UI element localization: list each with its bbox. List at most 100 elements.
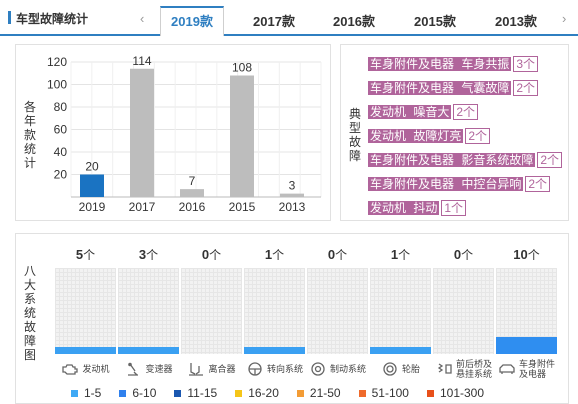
legend-item: 101-300 bbox=[426, 385, 485, 401]
system-count-value: 1 bbox=[264, 247, 273, 262]
page-title: 车型故障统计 bbox=[8, 10, 88, 27]
system-column[interactable]: 10个车身附件 及电器 bbox=[495, 244, 558, 379]
system-name: 车身附件 及电器 bbox=[518, 359, 555, 379]
yearly-bar-chart: 120 100 80 60 40 20 20 2019 114 2017 7 2016 108 2015 3… bbox=[47, 54, 322, 214]
fault-count: 1个 bbox=[441, 200, 467, 216]
system-level-fill bbox=[55, 347, 116, 354]
system-label: 变速器 bbox=[117, 358, 180, 380]
bar-2016[interactable] bbox=[180, 189, 204, 197]
fault-tag: 发动机 bbox=[368, 129, 409, 143]
fault-count: 2个 bbox=[513, 80, 539, 96]
system-count: 10个 bbox=[495, 244, 558, 266]
legend-label: 101-300 bbox=[439, 386, 485, 400]
bar-2019[interactable] bbox=[80, 174, 104, 198]
system-level-fill bbox=[244, 347, 305, 354]
system-column[interactable]: 1个 转向系统 bbox=[243, 244, 306, 376]
system-count-value: 3 bbox=[138, 247, 147, 262]
tab-2017[interactable]: 2017款 bbox=[253, 14, 295, 29]
system-column[interactable]: 1个轮胎 bbox=[369, 244, 432, 376]
fault-item[interactable]: 车身附件及电器 气囊故障 2个 bbox=[368, 80, 539, 97]
legend-item: 6-10 bbox=[119, 385, 156, 401]
fault-item[interactable]: 发动机 故障灯亮 2个 bbox=[368, 128, 491, 145]
system-column[interactable]: 3个变速器 bbox=[117, 244, 180, 376]
x-tick-label: 2016 bbox=[179, 200, 206, 214]
system-grid-cell bbox=[495, 268, 558, 354]
system-column[interactable]: 0个离合器 bbox=[180, 244, 243, 376]
system-label: 车身附件 及电器 bbox=[495, 358, 558, 380]
system-count: 1个 bbox=[369, 244, 432, 266]
fault-item[interactable]: 车身附件及电器 车身共振 3个 bbox=[368, 56, 539, 73]
legend-swatch bbox=[235, 389, 243, 397]
y-tick-label: 100 bbox=[47, 78, 67, 92]
system-count-unit: 个 bbox=[461, 248, 474, 262]
legend-swatch bbox=[174, 389, 182, 397]
fault-count: 3个 bbox=[513, 56, 539, 72]
tab-2013[interactable]: 2013款 bbox=[495, 14, 537, 29]
fault-count: 2个 bbox=[525, 176, 551, 192]
system-grid-cell bbox=[117, 268, 180, 354]
system-count: 3个 bbox=[117, 244, 180, 266]
fault-tag: 车身附件及电器 bbox=[368, 177, 457, 191]
system-name: 变速器 bbox=[145, 364, 173, 374]
system-level-fill bbox=[370, 347, 431, 354]
system-grid-cell bbox=[54, 268, 117, 354]
legend-label: 16-20 bbox=[248, 386, 279, 400]
legend-swatch bbox=[358, 389, 366, 397]
system-name: 轮胎 bbox=[401, 364, 420, 374]
fault-separator bbox=[408, 129, 412, 143]
fault-detail: 噪音大 bbox=[411, 105, 452, 119]
legend-swatch bbox=[119, 389, 127, 397]
fault-separator bbox=[408, 105, 412, 119]
fault-tag: 发动机 bbox=[368, 201, 409, 215]
fault-detail: 气囊故障 bbox=[459, 81, 512, 95]
fault-tag: 车身附件及电器 bbox=[368, 81, 457, 95]
bar-2013[interactable] bbox=[280, 193, 304, 197]
legend: 1-5 6-10 11-15 16-20 21-50 51-100 101-300 bbox=[71, 385, 502, 401]
system-count-unit: 个 bbox=[335, 248, 348, 262]
tire-icon bbox=[383, 362, 397, 376]
system-name: 前后桥及 悬挂系统 bbox=[455, 359, 492, 379]
system-grid-cell bbox=[180, 268, 243, 354]
fault-item[interactable]: 发动机 噪音大 2个 bbox=[368, 104, 479, 121]
y-tick-label: 20 bbox=[54, 168, 68, 182]
system-count-unit: 个 bbox=[146, 248, 159, 262]
suspension-icon bbox=[437, 363, 452, 374]
system-column[interactable]: 5个 发动机 bbox=[54, 244, 117, 375]
fault-item[interactable]: 车身附件及电器 中控台异响 2个 bbox=[368, 176, 551, 193]
typical-faults-panel: 典型故障 车身附件及电器 车身共振 3个 车身附件及电器 气囊故障 2个 发动机 噪音大… bbox=[340, 44, 569, 221]
system-count: 5个 bbox=[54, 244, 117, 266]
fault-detail: 影音系统故障 bbox=[459, 153, 536, 167]
x-tick-label: 2017 bbox=[129, 200, 156, 214]
bar-2015[interactable] bbox=[230, 75, 254, 198]
system-column[interactable]: 0个 前后桥及 悬挂系统 bbox=[432, 244, 495, 379]
fault-item[interactable]: 发动机 抖动 1个 bbox=[368, 200, 467, 217]
header-bar: 车型故障统计 ‹ 2019款 2017款 2016款 2015款 2013款 › bbox=[0, 0, 578, 36]
legend-label: 6-10 bbox=[132, 386, 157, 400]
legend-item: 21-50 bbox=[296, 385, 341, 401]
systems-axis-label: 八大系统故障图 bbox=[23, 264, 36, 362]
clutch-icon bbox=[189, 363, 204, 376]
bar-2017[interactable] bbox=[130, 68, 154, 197]
tab-2016[interactable]: 2016款 bbox=[333, 14, 375, 29]
system-count-unit: 个 bbox=[527, 248, 540, 262]
yearly-stats-panel: 各年款统计 120 100 80 60 40 20 20 2019 114 2017 7 2016 10… bbox=[15, 44, 331, 221]
steering-wheel-icon bbox=[248, 362, 262, 376]
prev-arrow-icon[interactable]: ‹ bbox=[140, 11, 145, 26]
system-count: 0个 bbox=[180, 244, 243, 266]
fault-separator bbox=[456, 153, 460, 167]
tab-2015[interactable]: 2015款 bbox=[414, 14, 456, 29]
car-body-icon bbox=[499, 364, 515, 374]
legend-item: 16-20 bbox=[235, 385, 279, 401]
system-grid-cell bbox=[306, 268, 369, 354]
fault-detail: 中控台异响 bbox=[459, 177, 524, 191]
tab-2019[interactable]: 2019款 bbox=[160, 6, 224, 36]
legend-item: 1-5 bbox=[71, 385, 101, 401]
fault-item[interactable]: 车身附件及电器 影音系统故障 2个 bbox=[368, 152, 563, 169]
next-arrow-icon[interactable]: › bbox=[562, 11, 567, 26]
system-count-value: 0 bbox=[327, 247, 336, 262]
system-count: 0个 bbox=[306, 244, 369, 266]
legend-swatch bbox=[296, 389, 304, 397]
fault-tag: 发动机 bbox=[368, 105, 409, 119]
system-name: 离合器 bbox=[208, 364, 236, 374]
system-column[interactable]: 0个 制动系统 bbox=[306, 244, 369, 376]
